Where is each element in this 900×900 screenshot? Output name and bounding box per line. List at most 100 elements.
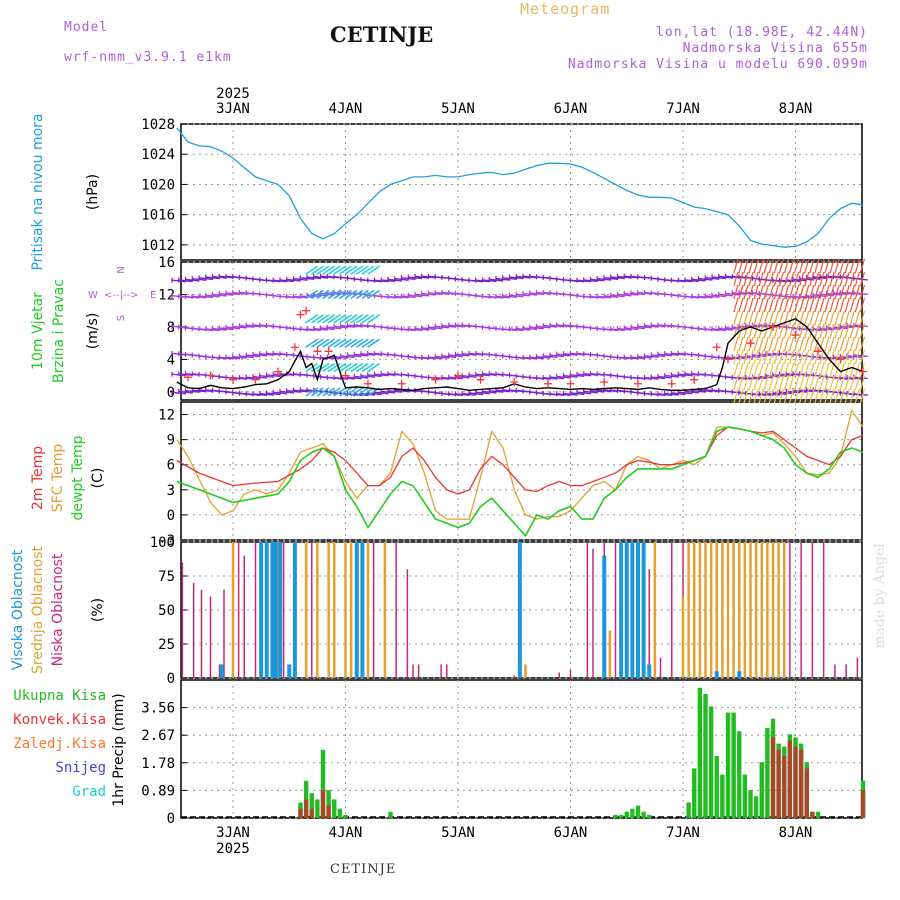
wind-arrow-gale xyxy=(804,297,810,313)
gust-marker xyxy=(634,379,642,388)
wind-arrow-gale xyxy=(743,388,749,404)
wind-arrow-gale xyxy=(788,297,795,313)
cloud-bar xyxy=(641,542,646,678)
wind-arrow xyxy=(853,277,868,281)
wind-arrow-strong xyxy=(316,338,330,348)
wind-arrow-gale xyxy=(758,349,764,365)
precip-bar xyxy=(720,774,725,818)
wind-arrow-gale xyxy=(778,271,785,287)
wind-arrow-gale xyxy=(733,297,739,313)
precip-bar xyxy=(782,755,787,818)
precip-bar xyxy=(731,712,736,818)
wind-arrow-gale xyxy=(854,258,860,274)
wind-arrow-gale xyxy=(804,284,810,300)
wind-arrow-gale xyxy=(849,362,855,378)
precip-bar xyxy=(326,790,331,818)
wind-arrow-gale xyxy=(783,323,790,339)
wind-arrow-gale xyxy=(763,336,769,352)
precip-bar xyxy=(714,755,719,818)
wind-arrow-gale xyxy=(753,336,759,352)
cloud-bar xyxy=(344,542,347,678)
cloud-bar xyxy=(264,542,269,678)
precip-bar xyxy=(787,740,793,818)
cloud-bar xyxy=(278,542,283,678)
gust-marker xyxy=(431,375,440,384)
wind-arrow-gale xyxy=(839,284,845,300)
wind-arrow-gale xyxy=(794,284,800,300)
pressure-line xyxy=(176,127,864,248)
wind-arrow-gale xyxy=(748,284,754,300)
wind-arrow-gale xyxy=(844,258,850,274)
wind-arrow-strong xyxy=(333,265,347,275)
wind-arrow-gale xyxy=(794,310,800,326)
cloud-bar xyxy=(630,542,635,678)
wind-arrow-gale xyxy=(859,271,866,287)
wind-arrow-gale xyxy=(733,375,739,391)
wind-arrow-strong xyxy=(355,265,369,275)
wind-arrow-gale xyxy=(839,375,845,391)
wind-arrow-gale xyxy=(809,388,815,404)
precip-bar xyxy=(793,746,798,818)
wind-arrow-gale xyxy=(824,258,830,274)
y-tick-label: 3.56 xyxy=(141,701,175,717)
wind-arrow-strong xyxy=(316,289,330,300)
wind-arrow-gale xyxy=(733,349,739,365)
wind-arrow-gale xyxy=(753,362,759,378)
wind-arrow-gale xyxy=(814,388,820,404)
wind-arrow-gale xyxy=(809,297,815,313)
dewpt-line xyxy=(176,426,864,538)
precip-bar xyxy=(618,814,624,818)
wind-arrow-gale xyxy=(824,323,830,339)
wind-arrow-strong xyxy=(339,387,352,397)
wind-arrow-strong xyxy=(367,338,381,348)
y-tick-label: 4 xyxy=(167,352,175,368)
wind-arrow-gale xyxy=(834,336,840,352)
wind-arrow-strong xyxy=(361,265,375,275)
cloud-bar xyxy=(766,542,769,678)
wind-arrow-strong xyxy=(322,265,336,275)
wind-arrow-gale xyxy=(799,271,805,287)
wind-arrow-gale xyxy=(743,310,749,326)
wind-arrow-gale xyxy=(849,297,855,313)
wind-arrow-gale xyxy=(839,258,845,274)
cloud-bar xyxy=(834,664,836,678)
y-tick-label: 1028 xyxy=(141,117,175,133)
cloud-bar xyxy=(273,542,278,678)
wind-arrow-gale xyxy=(844,297,850,313)
wind-arrow-gale xyxy=(854,323,860,339)
gust-marker xyxy=(184,373,192,382)
precip-bar xyxy=(309,793,314,818)
wind-arrow-strong xyxy=(310,387,324,397)
wind-arrow-gale xyxy=(733,310,739,326)
wind-arrow-gale xyxy=(824,375,830,391)
gust-marker xyxy=(251,375,260,384)
wind-arrow-gale xyxy=(733,284,739,300)
x-tick-label-top: 4JAN xyxy=(329,101,363,117)
cloud-bar xyxy=(360,542,365,678)
cloud-bar xyxy=(693,542,696,678)
wind-arrow-strong xyxy=(339,338,352,348)
cloud-bar xyxy=(254,542,257,678)
precip-legend-1: Konvek.Kisa xyxy=(13,712,106,728)
wind-arrow xyxy=(853,292,868,296)
wind-arrow-gale xyxy=(788,349,795,365)
precip-bar xyxy=(725,712,731,818)
x-tick-label-top: 5JAN xyxy=(441,101,475,117)
precip-bar xyxy=(647,814,652,818)
y-tick-label: 8 xyxy=(167,320,175,336)
ylabel-temp-unit: (C) xyxy=(90,468,106,489)
wind-arrow-gale xyxy=(799,258,805,274)
cloud-bar xyxy=(602,555,607,678)
precip-legend-0: Ukupna Kisa xyxy=(13,688,106,704)
wind-arrow-gale xyxy=(743,323,749,339)
cloud-bar xyxy=(276,542,280,678)
wind-arrow-strong xyxy=(361,387,375,397)
wind-arrow-gale xyxy=(748,297,754,313)
wind-arrow-gale xyxy=(804,323,810,339)
wind-arrow-gale xyxy=(768,297,774,313)
cloud-bar xyxy=(517,542,522,678)
precip-bar xyxy=(686,802,691,818)
gust-marker xyxy=(364,379,372,388)
wind-arrow-gale xyxy=(804,349,810,365)
wind-arrow-gale xyxy=(849,310,855,326)
